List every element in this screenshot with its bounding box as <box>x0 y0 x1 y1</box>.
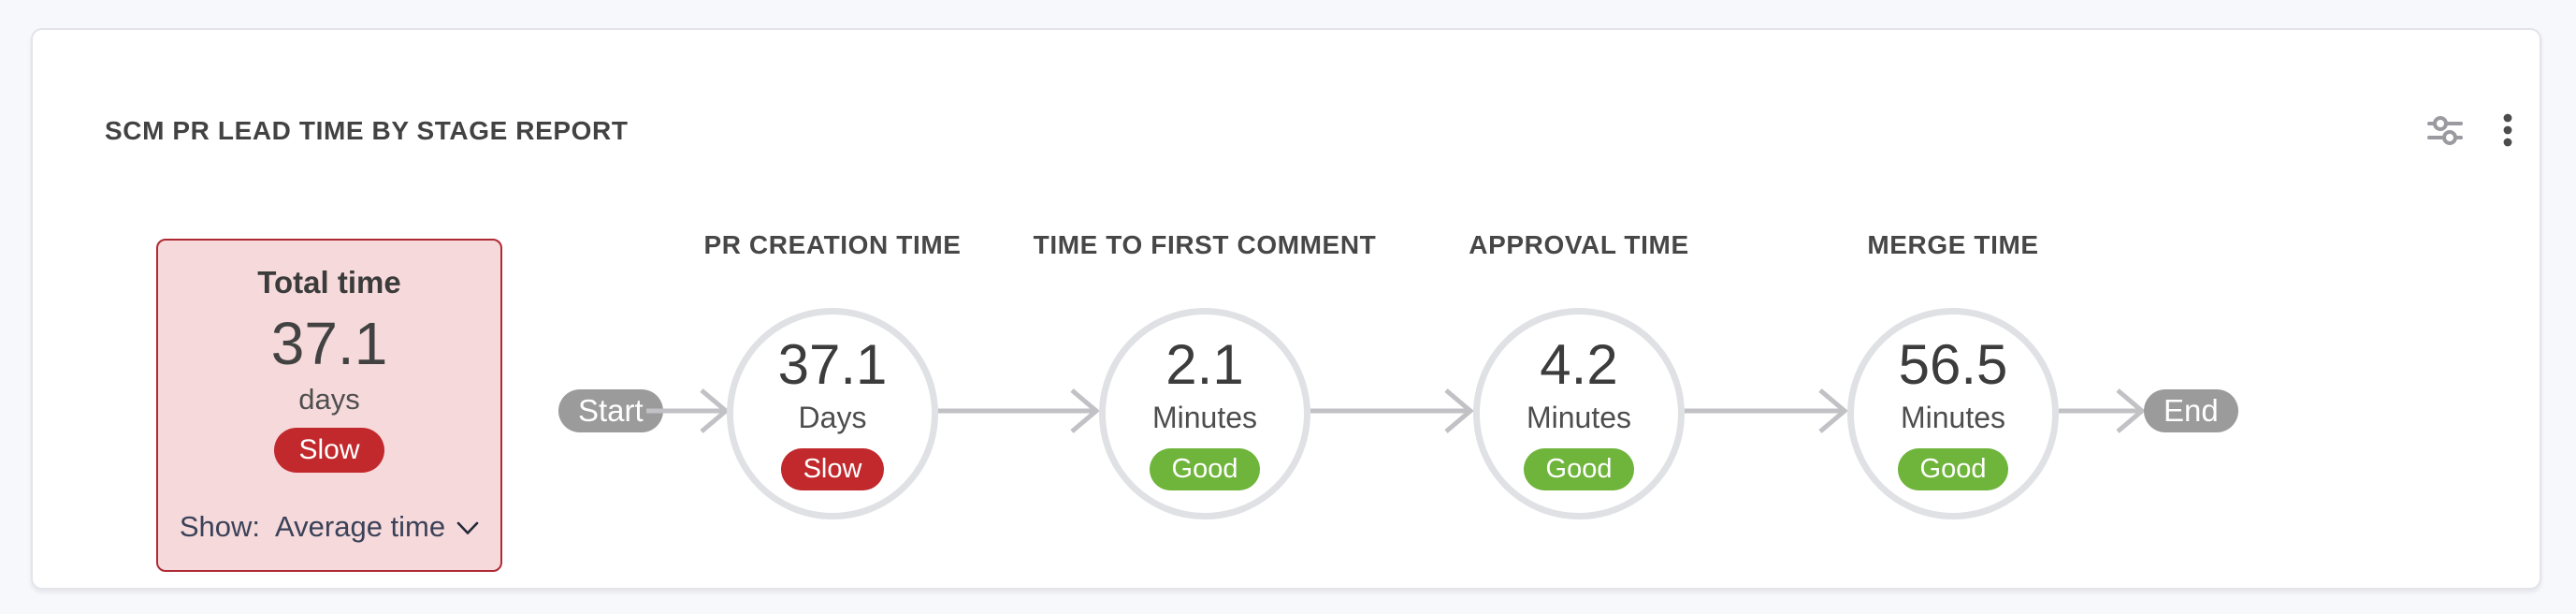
total-time-value: 37.1 <box>270 310 388 377</box>
filters-button[interactable] <box>2424 109 2467 154</box>
flow-end-pill: End <box>2144 389 2238 432</box>
stage-unit: Minutes <box>1900 401 2006 435</box>
kebab-menu-icon <box>2502 113 2513 151</box>
stage-status-badge: Good <box>1897 448 2009 490</box>
stage-circle-merge: 56.5 Minutes Good <box>1847 308 2059 519</box>
stage-label: PR CREATION TIME <box>703 230 962 259</box>
total-time-panel: Total time 37.1 days Slow Show: Average … <box>156 239 502 572</box>
stage-unit: Days <box>798 401 867 435</box>
show-metric-dropdown[interactable]: Average time <box>275 510 479 544</box>
flow-arrow <box>646 388 729 433</box>
stage-value: 37.1 <box>777 333 888 397</box>
stage-status-badge: Good <box>1523 448 1635 490</box>
stage-unit: Minutes <box>1151 401 1258 435</box>
stage-label: APPROVAL TIME <box>1469 230 1689 259</box>
show-label: Show: <box>179 510 261 543</box>
flow-start-pill: Start <box>558 389 663 432</box>
total-time-unit: days <box>298 383 360 416</box>
report-card: SCM PR LEAD TIME BY STAGE REPORT Total t… <box>31 28 2541 590</box>
stage-circle-first-comment: 2.1 Minutes Good <box>1099 308 1310 519</box>
stage-label: MERGE TIME <box>1867 230 2039 259</box>
stage-value: 4.2 <box>1540 333 1618 397</box>
total-time-title: Total time <box>257 265 401 300</box>
report-title: SCM PR LEAD TIME BY STAGE REPORT <box>105 116 629 145</box>
flow-arrow <box>938 388 1099 433</box>
stage-label: TIME TO FIRST COMMENT <box>1033 230 1377 259</box>
stage-circle-approval: 4.2 Minutes Good <box>1473 308 1685 519</box>
stage-unit: Minutes <box>1526 401 1632 435</box>
chevron-down-icon <box>456 510 479 544</box>
show-metric-value: Average time <box>275 510 446 543</box>
flow-arrow <box>2059 388 2145 433</box>
flow-arrow <box>1310 388 1473 433</box>
total-time-status-badge: Slow <box>274 428 384 473</box>
stage-value: 56.5 <box>1898 333 2008 397</box>
sliders-filter-icon <box>2427 116 2463 151</box>
flow-arrow <box>1685 388 1847 433</box>
stage-status-badge: Good <box>1149 448 1261 490</box>
stage-circle-pr-creation: 37.1 Days Slow <box>727 308 938 519</box>
stage-status-badge: Slow <box>780 448 885 490</box>
more-options-button[interactable] <box>2498 109 2517 154</box>
stage-value: 2.1 <box>1165 333 1244 397</box>
